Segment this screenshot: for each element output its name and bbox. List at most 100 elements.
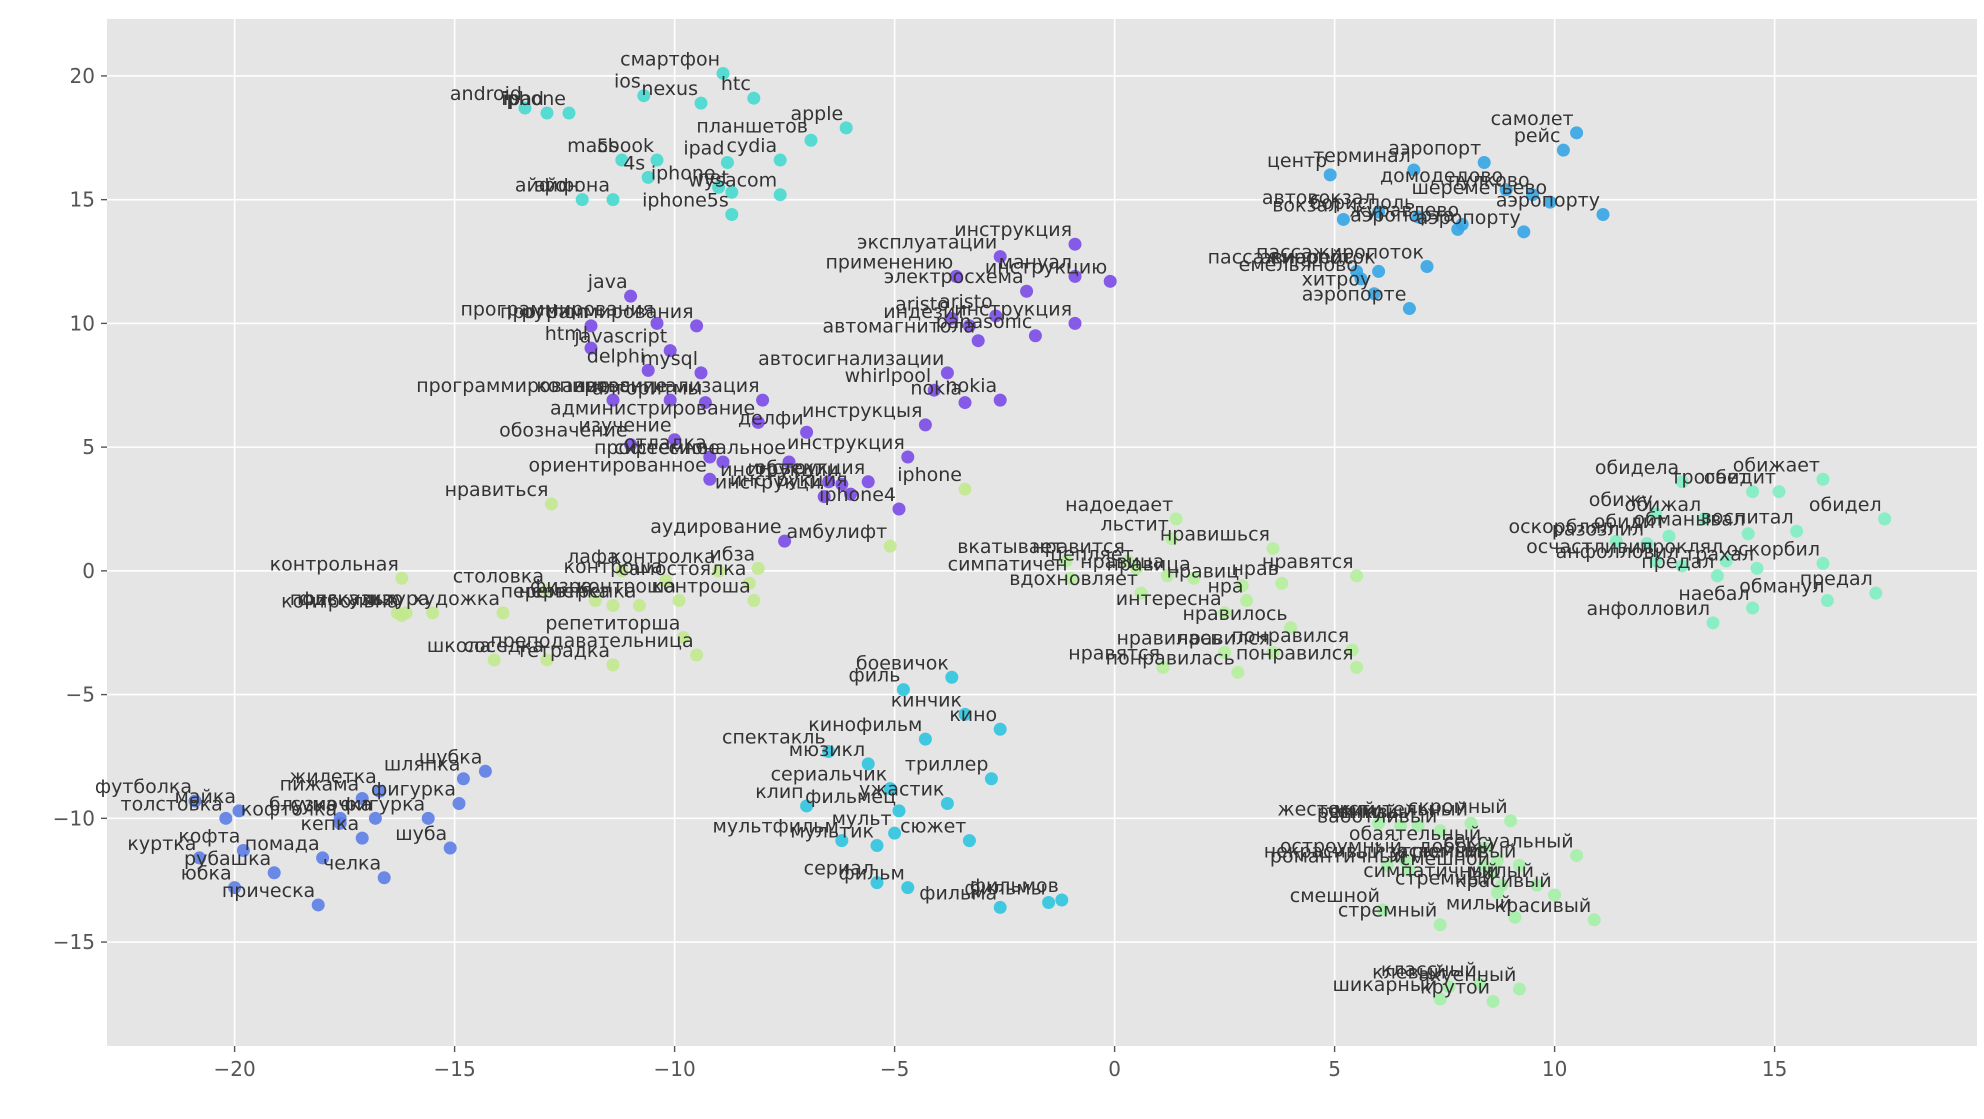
point-label: самостоялка bbox=[619, 558, 747, 580]
point-label: программирования bbox=[460, 298, 654, 320]
x-tick-label: 10 bbox=[1542, 1057, 1567, 1081]
data-point-tech-manuals bbox=[1020, 284, 1034, 298]
point-label: рубашка bbox=[184, 848, 271, 870]
point-label: классный bbox=[1381, 959, 1477, 981]
point-label: некрасивый bbox=[1264, 840, 1385, 862]
data-point-phones bbox=[518, 101, 532, 115]
point-label: инструкция bbox=[747, 457, 865, 479]
point-label: понравился bbox=[1231, 625, 1349, 647]
point-label: хитроу bbox=[1302, 269, 1372, 291]
data-point-tech-manuals bbox=[782, 455, 796, 469]
data-point-adjectives bbox=[1433, 992, 1447, 1006]
data-point-clothes bbox=[478, 764, 492, 778]
data-point-airports bbox=[1407, 163, 1421, 177]
data-point-movies bbox=[800, 799, 814, 813]
point-label: симпатичен bbox=[948, 553, 1068, 575]
data-point-adjectives bbox=[1570, 848, 1584, 862]
data-point-clothes bbox=[333, 811, 347, 825]
data-point-clothes bbox=[228, 881, 242, 895]
data-point-likes bbox=[1130, 561, 1144, 575]
data-point-tech-manuals bbox=[650, 316, 664, 330]
data-point-tech-manuals bbox=[945, 311, 959, 325]
data-point-tech-manuals bbox=[703, 472, 717, 486]
data-point-tech-manuals bbox=[835, 477, 849, 491]
data-point-movies bbox=[870, 839, 884, 853]
data-point-clothes bbox=[377, 871, 391, 885]
point-label: шубка bbox=[419, 746, 482, 768]
data-point-phones bbox=[804, 133, 818, 147]
point-label: обижу bbox=[1589, 489, 1653, 511]
point-label: iphone bbox=[897, 464, 962, 486]
x-tick-label: 15 bbox=[1762, 1057, 1787, 1081]
point-label: обозначение bbox=[499, 420, 628, 442]
data-point-tech-manuals bbox=[940, 366, 954, 380]
data-point-tech-manuals bbox=[624, 438, 638, 452]
data-point-tech-manuals bbox=[751, 415, 765, 429]
point-label: симпатичный bbox=[1363, 860, 1499, 882]
data-point-adjectives bbox=[1411, 819, 1425, 833]
data-point-likes bbox=[1064, 571, 1078, 585]
y-tick-label: 20 bbox=[70, 64, 95, 88]
point-label: ios bbox=[614, 71, 641, 93]
data-point-school bbox=[544, 497, 558, 511]
point-label: кино bbox=[949, 704, 997, 726]
point-label: инструкция bbox=[787, 432, 905, 454]
point-label: школа bbox=[427, 635, 491, 657]
point-label: фильма bbox=[919, 882, 997, 904]
data-point-adjectives bbox=[1548, 888, 1562, 902]
y-tick-labels: −15 −10 −5 0 5 10 15 20 bbox=[53, 64, 95, 954]
point-label: инструкции bbox=[720, 459, 839, 481]
x-tick-label: −15 bbox=[433, 1057, 475, 1081]
point-label: cydia bbox=[727, 135, 778, 157]
point-label: центр bbox=[1267, 150, 1327, 172]
data-point-school bbox=[540, 653, 554, 667]
data-point-offenses bbox=[1640, 537, 1654, 551]
data-point-school bbox=[659, 574, 673, 588]
point-label: инструкция bbox=[954, 219, 1072, 241]
point-label: столовка bbox=[453, 566, 544, 588]
point-label: угрюмый bbox=[1390, 840, 1481, 862]
x-tick-label: 0 bbox=[1108, 1057, 1121, 1081]
point-label: ipad bbox=[503, 88, 544, 110]
data-point-likes bbox=[1284, 621, 1298, 635]
data-point-movies bbox=[918, 732, 932, 746]
data-point-likes bbox=[1266, 646, 1280, 660]
data-point-school bbox=[496, 606, 510, 620]
x-tick-labels: −20 −15 −10 −5 0 5 10 15 bbox=[213, 1057, 1787, 1081]
data-point-likes bbox=[1134, 586, 1148, 600]
point-label: нравятся bbox=[1068, 642, 1160, 664]
data-point-airports bbox=[1323, 168, 1337, 182]
point-label: романтичный bbox=[1270, 845, 1407, 867]
point-label: профессиональное bbox=[594, 437, 786, 459]
point-label: ipad bbox=[683, 138, 724, 160]
data-point-phones bbox=[773, 153, 787, 167]
point-label: аэропорте bbox=[1302, 284, 1407, 306]
point-label: javascript bbox=[573, 326, 667, 348]
data-point-clothes bbox=[267, 866, 281, 880]
point-label: администрирование bbox=[550, 397, 755, 419]
point-label: подсказки bbox=[290, 588, 395, 610]
data-point-phones bbox=[747, 91, 761, 105]
data-point-tech-manuals bbox=[962, 319, 976, 333]
point-label: контроша bbox=[563, 556, 662, 578]
point-label: инструкцию bbox=[985, 256, 1107, 278]
point-label: физкультура bbox=[299, 588, 430, 610]
data-point-offenses bbox=[1750, 561, 1764, 575]
data-point-offenses bbox=[1662, 529, 1676, 543]
data-point-phones bbox=[575, 193, 589, 207]
point-label: аэропорту bbox=[1496, 190, 1600, 212]
point-label: автосигнализация bbox=[574, 375, 759, 397]
point-label: фильмы bbox=[964, 877, 1045, 899]
point-label: аэропорту bbox=[1417, 207, 1521, 229]
point-label: стремный bbox=[1395, 868, 1494, 890]
point-label: соседка bbox=[464, 635, 544, 657]
data-point-school bbox=[487, 653, 501, 667]
point-label: челка bbox=[323, 853, 381, 875]
data-point-phones bbox=[650, 153, 664, 167]
point-label: применению bbox=[825, 251, 953, 273]
data-point-likes bbox=[1218, 606, 1232, 620]
data-point-movies bbox=[896, 683, 910, 697]
data-point-school bbox=[676, 631, 690, 645]
data-point-offenses bbox=[1719, 554, 1733, 568]
data-point-tech-manuals bbox=[606, 393, 620, 407]
